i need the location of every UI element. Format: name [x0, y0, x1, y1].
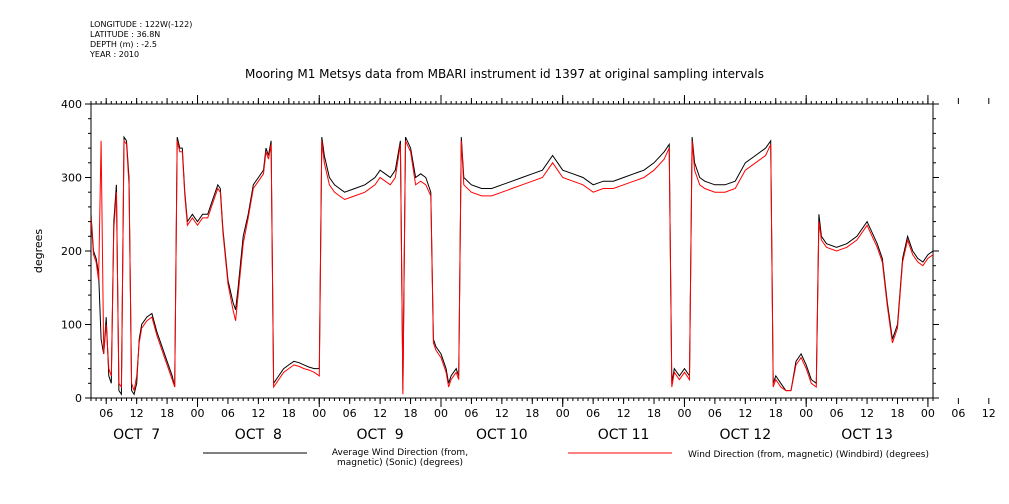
x-tick-label: 06	[221, 407, 235, 420]
x-day-label: OCT 9	[357, 427, 404, 443]
x-tick-label: 18	[282, 407, 296, 420]
x-tick-label: 12	[130, 407, 144, 420]
x-tick-label: 06	[951, 407, 965, 420]
y-axis-label: degrees	[32, 229, 45, 274]
x-day-label: OCT 7	[113, 427, 160, 443]
x-tick-label: 06	[708, 407, 722, 420]
plot-frame	[90, 103, 934, 399]
x-tick-label: 12	[982, 407, 996, 420]
x-tick-label: 06	[830, 407, 844, 420]
x-tick-label: 00	[677, 407, 691, 420]
longitude-text: LONGITUDE : 122W(-122)	[90, 20, 193, 29]
series-layer	[91, 135, 933, 396]
legend-label-sonic-line2: magnetic) (Sonic) (degrees)	[337, 458, 463, 468]
y-tick-label: 100	[61, 319, 82, 332]
legend: Average Wind Direction (from,magnetic) (…	[203, 448, 929, 468]
x-tick-label: 12	[738, 407, 752, 420]
x-tick-label: 06	[343, 407, 357, 420]
depth-text: DEPTH (m) : -2.5	[90, 40, 157, 49]
x-tick-label: 18	[647, 407, 661, 420]
chart-title: Mooring M1 Metsys data from MBARI instru…	[245, 67, 764, 81]
x-day-label: OCT 13	[841, 427, 893, 443]
x-tick-label: 00	[191, 407, 205, 420]
latitude-text: LATITUDE : 36.8N	[90, 30, 161, 39]
x-tick-label: 18	[525, 407, 539, 420]
x-day-label: OCT 12	[720, 427, 772, 443]
x-tick-label: 06	[99, 407, 113, 420]
x-tick-label: 00	[799, 407, 813, 420]
x-tick-label: 18	[404, 407, 418, 420]
x-tick-label: 18	[769, 407, 783, 420]
x-day-label: OCT 10	[476, 427, 528, 443]
x-tick-label: 06	[586, 407, 600, 420]
x-day-label: OCT 8	[235, 427, 282, 443]
series-line-windbird	[91, 139, 933, 395]
x-day-label: OCT 11	[598, 427, 650, 443]
y-tick-label: 200	[61, 245, 82, 258]
x-tick-label: 12	[373, 407, 387, 420]
x-tick-label: 00	[921, 407, 935, 420]
x-tick-label: 00	[556, 407, 570, 420]
x-tick-label: 00	[434, 407, 448, 420]
x-tick-label: 12	[860, 407, 874, 420]
legend-label-sonic-line1: Average Wind Direction (from,	[332, 448, 468, 458]
axes-group: 0 100 200 300 400 degrees 06 12 18 00 06 12 18 00 06 12…	[32, 95, 996, 443]
y-tick-label: 400	[61, 98, 82, 111]
legend-label-windbird: Wind Direction (from, magnetic) (Windbir…	[688, 450, 929, 460]
year-text: YEAR : 2010	[90, 50, 140, 59]
y-tick-label: 0	[75, 392, 82, 405]
x-tick-label: 18	[890, 407, 904, 420]
x-tick-label: 00	[312, 407, 326, 420]
x-tick-label: 12	[251, 407, 265, 420]
series-line-sonic	[91, 135, 933, 396]
y-tick-label: 300	[61, 172, 82, 185]
x-tick-label: 12	[617, 407, 631, 420]
x-tick-label: 12	[495, 407, 509, 420]
x-tick-label: 06	[464, 407, 478, 420]
metadata-block: LONGITUDE : 122W(-122) LATITUDE : 36.8N …	[90, 20, 192, 60]
x-tick-label: 18	[160, 407, 174, 420]
